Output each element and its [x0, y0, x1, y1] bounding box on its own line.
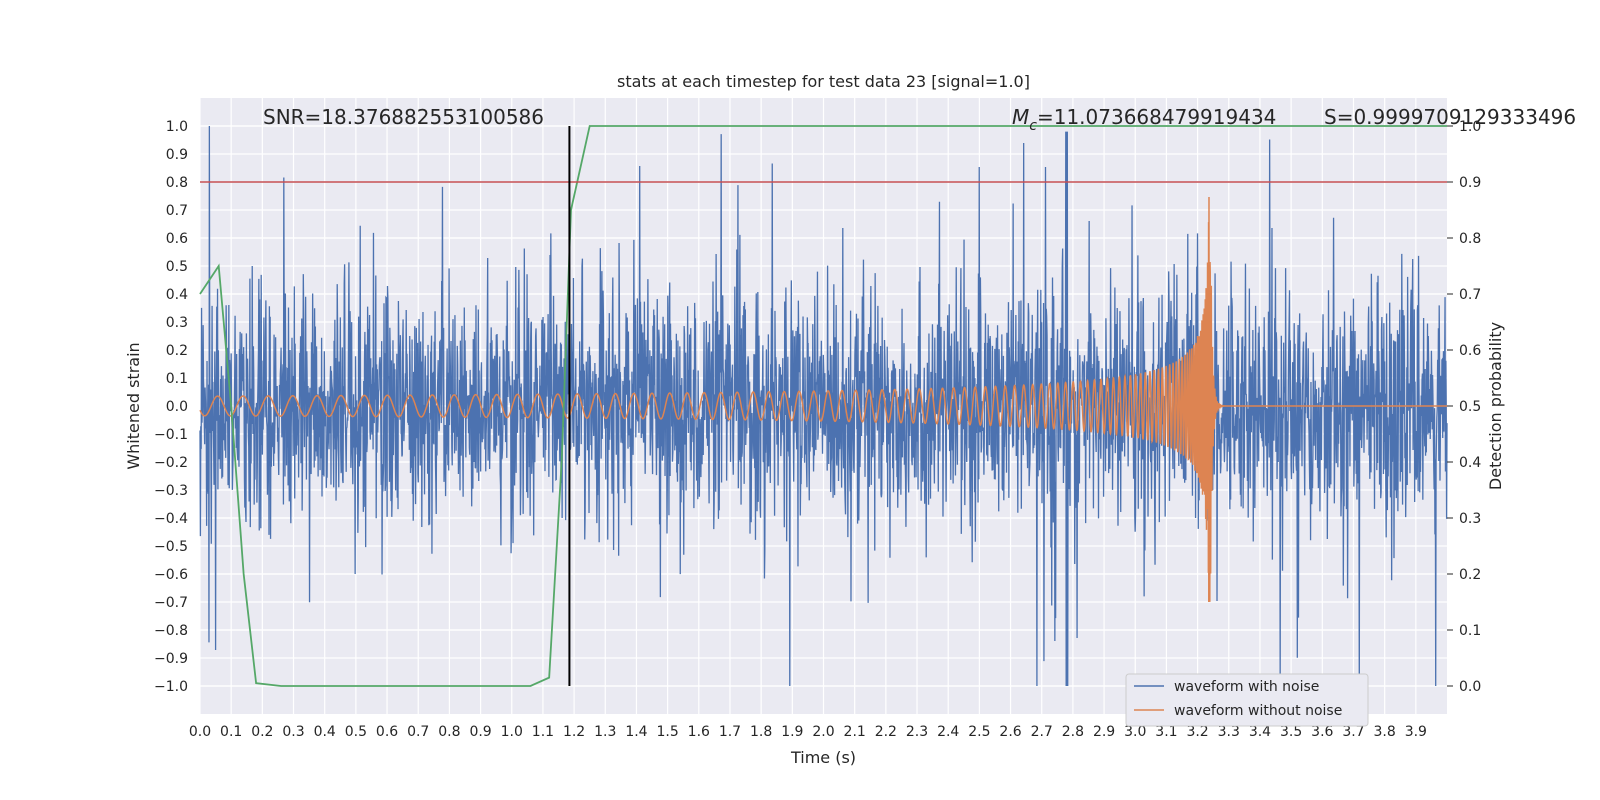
y-tick-label: −0.3	[154, 483, 188, 499]
y2-tick-label: 0.0	[1459, 679, 1481, 695]
y-tick-label: −1.0	[154, 679, 188, 695]
y-tick-label: 0.4	[166, 287, 188, 303]
x-tick-label: 0.8	[438, 724, 460, 740]
y-tick-label: 0.5	[166, 259, 188, 275]
score-annotation: S=0.9999709129333496	[1324, 105, 1576, 129]
x-tick-label: 2.8	[1062, 724, 1084, 740]
y2-tick-label: 0.6	[1459, 343, 1481, 359]
y-axis-label: Whitened strain	[124, 342, 143, 469]
x-tick-label: 1.2	[563, 724, 585, 740]
y-tick-label: 0.1	[166, 371, 188, 387]
x-tick-label: 1.7	[719, 724, 741, 740]
y-tick-labels: 1.0 0.9 0.8 0.7 0.6 0.5 0.4 0.3 0.2 0.1 0.0 −0.1 −0.…	[154, 119, 188, 695]
x-tick-label: 1.6	[688, 724, 710, 740]
x-axis-label: Time (s)	[790, 748, 856, 767]
y2-axis-label: Detection probability	[1486, 322, 1505, 490]
x-tick-label: 3.2	[1186, 724, 1208, 740]
x-tick-label: 2.7	[1031, 724, 1053, 740]
y2-tick-label: 0.4	[1459, 455, 1481, 471]
x-tick-label: 0.0	[189, 724, 211, 740]
x-tick-label: 2.6	[999, 724, 1021, 740]
x-tick-label: 3.5	[1280, 724, 1302, 740]
x-tick-label: 0.2	[251, 724, 273, 740]
y-tick-label: 1.0	[166, 119, 188, 135]
y2-tick-label: 1.0	[1459, 119, 1481, 135]
series-without-noise-group	[199, 196, 1447, 603]
x-tick-label: 0.3	[282, 724, 304, 740]
x-tick-label: 1.4	[625, 724, 647, 740]
mc-symbol: M	[1012, 105, 1029, 129]
y-tick-label: −0.7	[154, 595, 188, 611]
x-tick-label: 1.0	[501, 724, 523, 740]
x-tick-label: 1.9	[781, 724, 803, 740]
x-tick-label: 2.9	[1093, 724, 1115, 740]
y-tick-label: −0.2	[154, 455, 188, 471]
legend-box	[1125, 673, 1369, 727]
x-tick-label: 1.3	[594, 724, 616, 740]
legend-label-without-noise: waveform without noise	[1174, 703, 1342, 719]
overlay-lines	[200, 126, 1447, 686]
y-tick-label: −0.8	[154, 623, 188, 639]
chirp-mass-annotation: Mc=11.073668479919434	[1012, 105, 1276, 134]
y2-tick-label: 0.2	[1459, 567, 1481, 583]
x-tick-label: 2.1	[844, 724, 866, 740]
x-tick-label: 0.4	[314, 724, 336, 740]
x-tick-label: 2.4	[937, 724, 959, 740]
series-with-noise-group	[199, 125, 1448, 687]
y-tick-label: 0.0	[166, 399, 188, 415]
x-tick-label: 0.7	[407, 724, 429, 740]
y-tick-label: 0.7	[166, 203, 188, 219]
x-tick-label: 1.8	[750, 724, 772, 740]
y2-tick-label: 0.5	[1459, 399, 1481, 415]
x-tick-label: 3.1	[1155, 724, 1177, 740]
y-tick-label: −0.1	[154, 427, 188, 443]
x-tick-label: 3.6	[1311, 724, 1333, 740]
y-tick-label: −0.4	[154, 511, 188, 527]
y2-tick-label: 0.7	[1459, 287, 1481, 303]
x-tick-label: 0.6	[376, 724, 398, 740]
series-line-with-noise	[199, 125, 1448, 687]
x-tick-label: 1.1	[532, 724, 554, 740]
series-line-without-noise	[199, 196, 1447, 603]
x-tick-label: 3.7	[1342, 724, 1364, 740]
x-tick-label: 0.5	[345, 724, 367, 740]
x-tick-label: 0.9	[469, 724, 491, 740]
x-tick-label: 2.5	[968, 724, 990, 740]
x-tick-label: 3.9	[1405, 724, 1427, 740]
x-tick-label: 3.0	[1124, 724, 1146, 740]
mc-value: =11.073668479919434	[1037, 105, 1276, 129]
y-tick-label: −0.6	[154, 567, 188, 583]
legend: waveform with noise waveform without noi…	[1125, 673, 1369, 727]
mc-subscript: c	[1029, 118, 1037, 134]
y2-tick-label: 0.3	[1459, 511, 1481, 527]
x-tick-label: 0.1	[220, 724, 242, 740]
x-tick-labels: 0.0 0.1 0.2 0.3 0.4 0.5 0.6 0.7 0.8 0.9 1.0 1.1 1.2 1…	[189, 724, 1427, 740]
y-tick-label: 0.9	[166, 147, 188, 163]
y-tick-label: −0.5	[154, 539, 188, 555]
y2-tick-label: 0.9	[1459, 175, 1481, 191]
x-tick-label: 3.8	[1374, 724, 1396, 740]
x-tick-label: 2.0	[812, 724, 834, 740]
y-tick-label: 0.8	[166, 175, 188, 191]
y2-tick-label: 0.8	[1459, 231, 1481, 247]
x-tick-label: 2.3	[906, 724, 928, 740]
y-tick-label: 0.3	[166, 315, 188, 331]
y2-tick-labels: 1.0 0.9 0.8 0.7 0.6 0.5 0.4 0.3 0.2 0.1 0.0	[1447, 119, 1481, 695]
x-tick-label: 2.2	[875, 724, 897, 740]
y2-tick-label: 0.1	[1459, 623, 1481, 639]
x-tick-label: 3.3	[1218, 724, 1240, 740]
snr-annotation: SNR=18.376882553100586	[263, 105, 544, 129]
chart-title: stats at each timestep for test data 23 …	[617, 72, 1030, 91]
y-tick-label: 0.2	[166, 343, 188, 359]
x-tick-label: 3.4	[1249, 724, 1271, 740]
y-tick-label: −0.9	[154, 651, 188, 667]
x-tick-label: 1.5	[656, 724, 678, 740]
y-tick-label: 0.6	[166, 231, 188, 247]
legend-label-with-noise: waveform with noise	[1174, 679, 1319, 695]
